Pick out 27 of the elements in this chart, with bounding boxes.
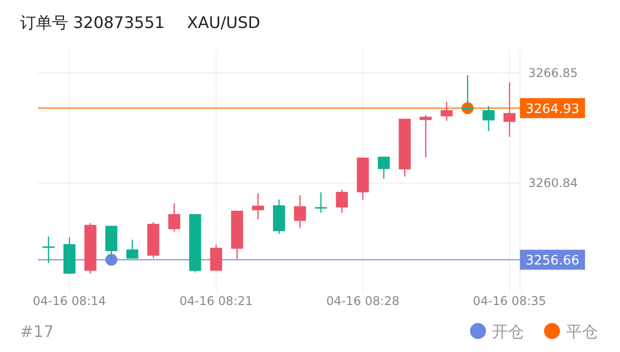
- candlestick: [482, 106, 495, 132]
- chart-title: 订单号 320873551: [20, 13, 165, 32]
- candlestick: [378, 156, 390, 180]
- y-tick-label: 3266.85: [528, 66, 578, 80]
- candlestick: [462, 74, 474, 112]
- candlestick: [504, 82, 516, 138]
- candlestick: [42, 236, 54, 264]
- candlestick: [168, 202, 180, 232]
- candlestick: [294, 194, 306, 229]
- x-tick-label: 04-16 08:28: [326, 294, 400, 308]
- x-tick-label: 04-16 08:35: [472, 294, 546, 308]
- candlestick: [420, 114, 432, 158]
- candlestick: [126, 239, 138, 260]
- y-tick-label: 3260.84: [528, 176, 578, 190]
- candlestick: [210, 244, 222, 272]
- candlestick: [336, 189, 348, 214]
- x-tick-label: 04-16 08:14: [32, 294, 106, 308]
- x-tick-label: 04-16 08:21: [180, 294, 253, 308]
- legend-label: 开仓: [492, 322, 524, 341]
- candlestick: [314, 192, 327, 214]
- text: #17: [20, 322, 54, 341]
- chart-subtitle: XAU/USD: [187, 13, 260, 32]
- ref-line-label: 3256.66: [526, 254, 580, 269]
- ref-line-label: 3264.93: [526, 102, 580, 118]
- candlestick: [440, 101, 453, 122]
- legend-label: 平仓: [566, 322, 598, 341]
- candlestick: [252, 192, 264, 220]
